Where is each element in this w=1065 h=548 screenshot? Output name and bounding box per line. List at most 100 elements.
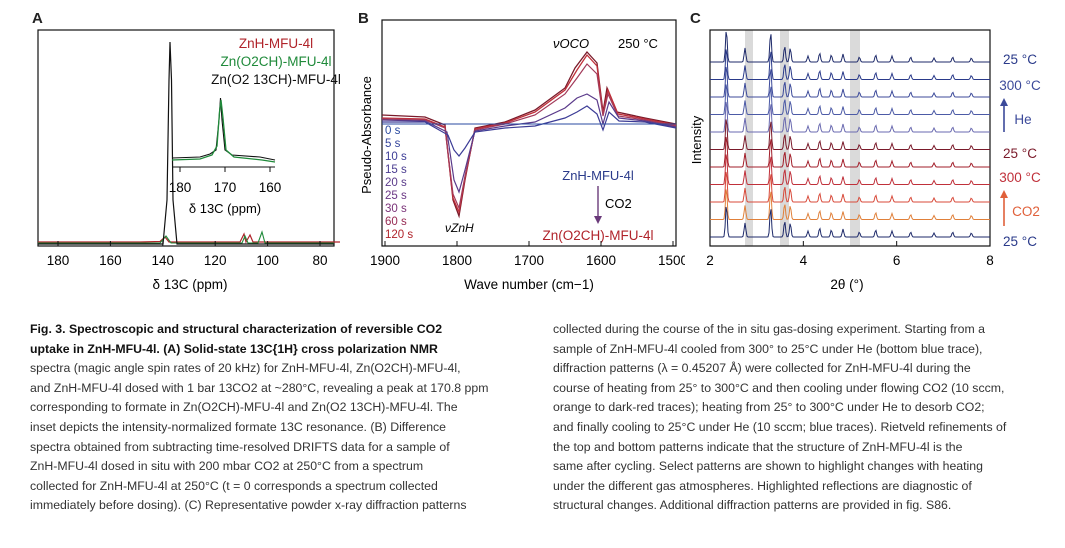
caption-line: collected for ZnH-MFU-4l at 250°C (t = 0… bbox=[30, 478, 438, 493]
panel-c-label-25c-mid: 25 °C bbox=[1003, 146, 1037, 161]
panel-a-trace-formate bbox=[38, 230, 334, 244]
panel-c-label-300c-he: 300 °C bbox=[999, 78, 1041, 93]
panel-c-pxrd-trace bbox=[710, 101, 990, 133]
panel-c-ylabel: Intensity bbox=[689, 115, 704, 164]
panel-b-reaction-reagent: CO2 bbox=[605, 196, 632, 211]
panel-b-frame bbox=[381, 19, 677, 247]
panel-c-pxrd-trace bbox=[710, 66, 990, 98]
caption-right-column: collected during the course of the in si… bbox=[553, 320, 1053, 516]
panel-a-xtick-tick-label: 160 bbox=[99, 253, 122, 268]
panel-c-pxrd-trace bbox=[710, 119, 990, 150]
panel-a-legend-13c-formate: Zn(O2 13CH)-MFU-4l bbox=[211, 72, 341, 87]
panel-c-pxrd-trace bbox=[710, 136, 990, 168]
caption-line: structural changes. Additional diffracti… bbox=[553, 498, 952, 513]
panel-a-inset-trace-green bbox=[171, 99, 276, 163]
panel-c-pxrd-trace bbox=[710, 31, 990, 63]
panel-b-time-label: 10 s bbox=[385, 151, 407, 163]
panel-b-time-label: 30 s bbox=[385, 203, 407, 215]
caption-line: immediately before dosing). (C) Represen… bbox=[30, 498, 467, 513]
panel-b-xlabel: Wave number (cm−1) bbox=[464, 277, 594, 292]
panel-c-label-co2: CO2 bbox=[1012, 204, 1040, 219]
panel-a-xtick-tick-label: 120 bbox=[204, 253, 227, 268]
caption-line: uptake in ZnH-MFU-4l. (A) Solid-state 13… bbox=[30, 341, 438, 356]
panel-a-legend-znh: ZnH-MFU-4l bbox=[239, 36, 313, 51]
caption-line: and ZnH-MFU-4l dosed with 1 bar 13CO2 at… bbox=[30, 380, 489, 395]
caption-line: same after cycling. Select patterns are … bbox=[553, 459, 983, 474]
panel-c-pxrd-trace bbox=[710, 171, 990, 203]
panel-b-time-label: 20 s bbox=[385, 177, 407, 189]
panel-b-time-label: 0 s bbox=[385, 125, 401, 137]
panel-a-legend-formate: Zn(O2CH)-MFU-4l bbox=[221, 54, 332, 69]
panel-c-highlight-2 bbox=[780, 30, 789, 246]
panel-a-xlabel: δ 13C (ppm) bbox=[152, 277, 227, 292]
panel-c-xtick-tick-label: 6 bbox=[893, 253, 901, 268]
panel-b-xtick-tick-label: 1800 bbox=[442, 253, 472, 268]
panel-c-xtick-tick-label: 2 bbox=[706, 253, 714, 268]
panel-a-xtick-tick-label: 80 bbox=[312, 253, 327, 268]
caption-line: the top and bottom patterns indicate tha… bbox=[553, 439, 963, 454]
panel-c-pxrd-trace bbox=[710, 84, 990, 115]
caption-line: orange to dark-red traces); heating from… bbox=[553, 400, 985, 415]
panel-b-time-label: 5 s bbox=[385, 138, 401, 150]
panel-a-inset-tick-label: 180 bbox=[169, 180, 192, 195]
panel-a-trace-znh bbox=[38, 232, 340, 244]
panel-b-trace-120s bbox=[381, 50, 677, 219]
panel-b-time-label: 25 s bbox=[385, 190, 407, 202]
panel-a-inset-tick-label: 170 bbox=[214, 180, 237, 195]
panel-c-pxrd-plot: Intensity 2 4 6 8 2θ (°) 25 °C 300 °C He 25… bbox=[689, 29, 1041, 292]
panel-c-label-300c-co2: 300 °C bbox=[999, 170, 1041, 185]
caption-line: ZnH-MFU-4l dosed in situ with 200 mbar C… bbox=[30, 459, 424, 474]
panel-a-trace-13c-formate bbox=[38, 41, 334, 245]
panel-c-label-25c-top: 25 °C bbox=[1003, 52, 1037, 67]
panel-b-time-label: 120 s bbox=[385, 229, 413, 241]
panel-b-trace-15s bbox=[381, 93, 677, 194]
caption-line: Fig. 3. Spectroscopic and structural cha… bbox=[30, 322, 443, 336]
panel-b-temp: 250 °C bbox=[618, 36, 658, 51]
caption-line: collected during the course of the in si… bbox=[553, 322, 985, 336]
panel-b-drifts-plot: Pseudo-Absorbance νOCO 250 °C νZnH 0 s5 … bbox=[359, 19, 685, 292]
panel-c-xtick-tick-label: 4 bbox=[800, 253, 808, 268]
panel-b-time-label: 60 s bbox=[385, 216, 407, 228]
panel-letter-b: B bbox=[358, 10, 369, 27]
panel-letter-a: A bbox=[32, 10, 43, 27]
panel-b-trace-60s bbox=[381, 53, 677, 215]
panel-c-pxrd-trace bbox=[710, 154, 990, 185]
panel-b-time-label: 15 s bbox=[385, 164, 407, 176]
caption-line: diffraction patterns (λ = 0.45207 Å) wer… bbox=[553, 361, 971, 376]
caption-line: spectra (magic angle spin rates of 20 kH… bbox=[30, 361, 461, 376]
panel-c-label-25c-bottom: 25 °C bbox=[1003, 234, 1037, 249]
panel-a-frame bbox=[37, 29, 335, 247]
panel-b-xtick-tick-label: 1500 bbox=[658, 253, 685, 268]
caption-line: under the different gas atmospheres. Hig… bbox=[553, 478, 972, 493]
caption-line: and finally cooling to 25°C under He (10… bbox=[553, 419, 1007, 434]
caption-line: course of heating from 25° to 300°C and … bbox=[553, 380, 1005, 395]
panel-c-highlight-3 bbox=[850, 30, 860, 246]
panel-b-xtick-tick-label: 1600 bbox=[586, 253, 616, 268]
panel-b-reaction-to: Zn(O2CH)-MFU-4l bbox=[543, 228, 654, 243]
panel-b-ylabel: Pseudo-Absorbance bbox=[359, 76, 374, 194]
panel-c-arrowhead-co2 bbox=[1000, 190, 1008, 198]
panel-letter-c: C bbox=[690, 10, 701, 27]
caption-line: corresponding to formate in Zn(O2CH)-MFU… bbox=[30, 400, 458, 415]
panel-c-traces bbox=[710, 31, 990, 238]
caption-line: inset depicts the intensity-normalized f… bbox=[30, 419, 447, 434]
panel-a-nmr-plot: 180 170 160 δ 13C (ppm) ZnH-MFU-4l Zn(O2CH… bbox=[37, 29, 341, 292]
panel-c-xlabel: 2θ (°) bbox=[830, 277, 863, 292]
panel-b-trace-5s bbox=[382, 105, 677, 157]
panel-c-pxrd-trace bbox=[710, 49, 990, 80]
panel-b-reaction-from: ZnH-MFU-4l bbox=[562, 168, 634, 183]
caption-line: sample of ZnH-MFU-4l cooled from 300° to… bbox=[553, 341, 983, 356]
panel-c-highlight-1 bbox=[745, 30, 753, 246]
panel-a-inset-xlabel: δ 13C (ppm) bbox=[189, 201, 261, 216]
caption-left-column: Fig. 3. Spectroscopic and structural cha… bbox=[30, 320, 530, 516]
panel-c-frame bbox=[709, 29, 991, 247]
panel-b-label-vznh: νZnH bbox=[445, 221, 474, 235]
panel-c-arrowhead-he bbox=[1000, 98, 1008, 106]
panel-a-inset-tick-label: 160 bbox=[259, 180, 282, 195]
panel-c-label-he: He bbox=[1014, 112, 1031, 127]
panel-c-pxrd-trace bbox=[710, 206, 990, 238]
panel-a-xtick-tick-label: 100 bbox=[256, 253, 279, 268]
panel-a-xtick-tick-label: 140 bbox=[152, 253, 175, 268]
panel-b-reaction-arrowhead bbox=[594, 216, 602, 224]
